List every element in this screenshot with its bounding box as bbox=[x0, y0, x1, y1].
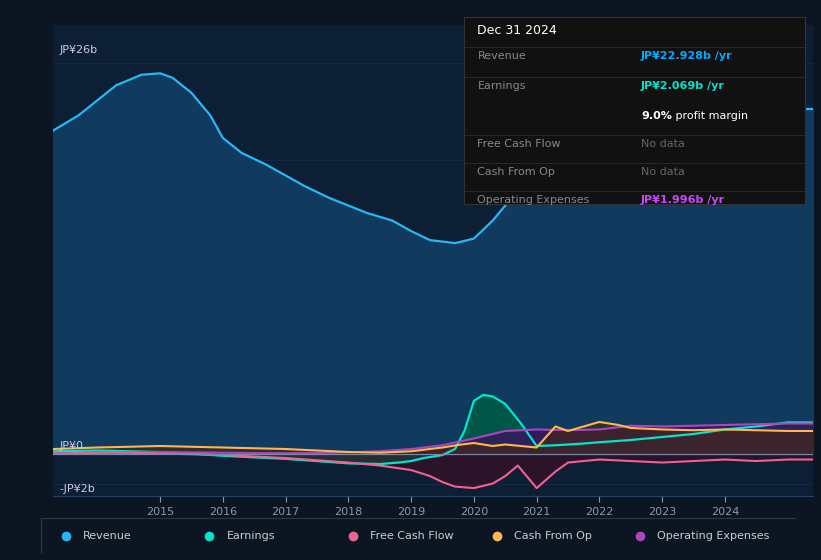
Text: JP¥2.069b /yr: JP¥2.069b /yr bbox=[641, 81, 725, 91]
Text: JP¥1.996b /yr: JP¥1.996b /yr bbox=[641, 195, 725, 205]
Text: Operating Expenses: Operating Expenses bbox=[478, 195, 589, 205]
Text: Free Cash Flow: Free Cash Flow bbox=[478, 139, 561, 149]
Text: No data: No data bbox=[641, 139, 685, 149]
Text: Dec 31 2024: Dec 31 2024 bbox=[478, 24, 557, 38]
Text: JP¥26b: JP¥26b bbox=[60, 45, 98, 55]
Text: JP¥0: JP¥0 bbox=[60, 441, 84, 450]
Text: Cash From Op: Cash From Op bbox=[478, 167, 555, 177]
Text: Revenue: Revenue bbox=[84, 531, 132, 541]
Text: No data: No data bbox=[641, 167, 685, 177]
Text: Earnings: Earnings bbox=[227, 531, 275, 541]
Text: Free Cash Flow: Free Cash Flow bbox=[370, 531, 454, 541]
Text: -JP¥2b: -JP¥2b bbox=[60, 484, 95, 494]
Text: profit margin: profit margin bbox=[672, 111, 748, 120]
Text: JP¥22.928b /yr: JP¥22.928b /yr bbox=[641, 50, 732, 60]
Text: Cash From Op: Cash From Op bbox=[514, 531, 592, 541]
Text: Earnings: Earnings bbox=[478, 81, 526, 91]
Text: Revenue: Revenue bbox=[478, 50, 526, 60]
Text: Operating Expenses: Operating Expenses bbox=[658, 531, 770, 541]
Text: 9.0%: 9.0% bbox=[641, 111, 672, 120]
